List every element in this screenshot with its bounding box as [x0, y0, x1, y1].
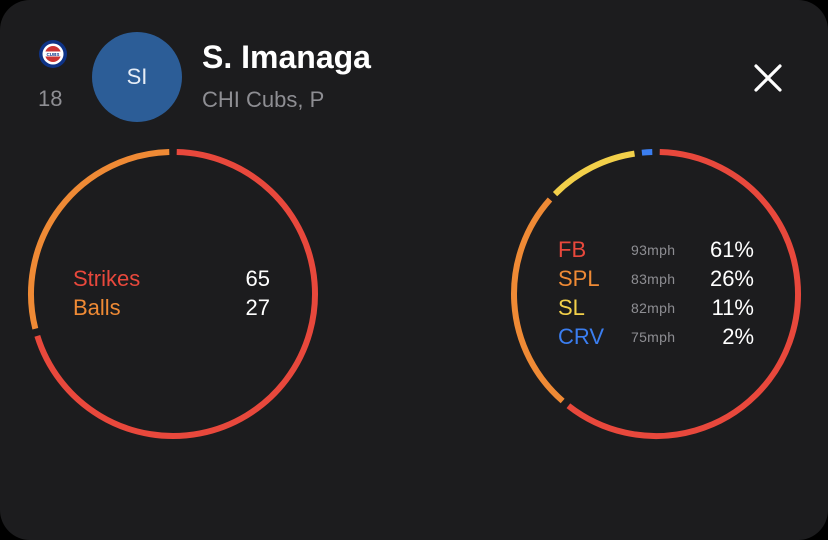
cubs-logo-icon: CUBS: [39, 40, 67, 68]
pitch-speed: 93mph: [631, 242, 676, 258]
pitch-speed: 75mph: [631, 329, 676, 345]
crv-arc: [641, 149, 653, 156]
spl-arc: [511, 197, 565, 404]
pitch-name: SPL: [558, 266, 600, 291]
svg-text:CUBS: CUBS: [46, 52, 59, 57]
balls-arc: [28, 149, 170, 330]
pitch-mix-chart: [506, 144, 806, 444]
fb-arc: [566, 149, 801, 439]
pitch-speed: 82mph: [631, 300, 676, 316]
pitch-percentage: 61%: [709, 237, 754, 262]
strikes-label: Strikes: [73, 266, 141, 291]
pitch-row-fb: FB 93mph 61%: [558, 237, 758, 265]
pitch-speed: 83mph: [631, 271, 676, 287]
pitch-row-sl: SL 82mph 11%: [558, 295, 758, 323]
pitch-percentage: 11%: [711, 295, 754, 320]
pitch-name: FB: [558, 237, 587, 262]
balls-value: 27: [245, 295, 270, 320]
jersey-number: 18: [38, 86, 63, 111]
player-team-position: CHI Cubs, P: [202, 87, 325, 112]
player-name: S. Imanaga: [202, 39, 371, 75]
pitch-row-spl: SPL 83mph 26%: [558, 266, 758, 294]
balls-label: Balls: [73, 295, 121, 320]
pitch-percentage: 2%: [722, 324, 754, 349]
strike-ball-chart: [23, 144, 323, 444]
sl-arc: [552, 150, 635, 197]
pitch-name: CRV: [558, 324, 605, 349]
strikes-value: 65: [245, 266, 270, 291]
close-icon[interactable]: [748, 58, 788, 98]
pitch-row-crv: CRV 75mph 2%: [558, 324, 758, 352]
avatar: SI: [92, 32, 182, 122]
pitch-name: SL: [558, 295, 585, 320]
strikes-arc: [34, 149, 318, 439]
pitch-percentage: 26%: [709, 266, 754, 291]
